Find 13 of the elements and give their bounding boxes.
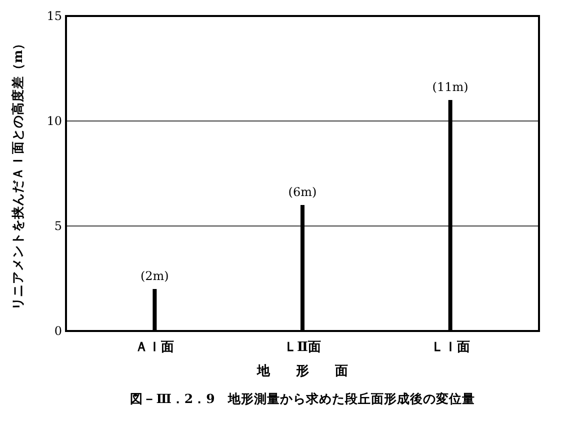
data-label: (11m) — [432, 80, 468, 94]
x-tick-label: ＬＩ面 — [430, 340, 470, 355]
data-label: (2m) — [140, 269, 169, 283]
y-axis-title: リニアメントを挟んだＡＩ面との高度差（m） — [10, 36, 25, 310]
x-tick-label: ＡＩ面 — [135, 340, 174, 355]
x-tick-label: ＬⅡ面 — [284, 340, 321, 355]
y-tick-label: 0 — [54, 324, 62, 338]
text: 図－Ⅲ．2．9 地形測量から求めた段丘面形成後の変位量 — [130, 391, 475, 406]
y-tick-label: 15 — [46, 9, 62, 24]
y-tick-label: 5 — [54, 219, 62, 234]
data-label: (6m) — [288, 185, 317, 199]
y-tick-label: 10 — [46, 114, 62, 128]
x-axis-title: 地 形 面 — [256, 364, 348, 379]
